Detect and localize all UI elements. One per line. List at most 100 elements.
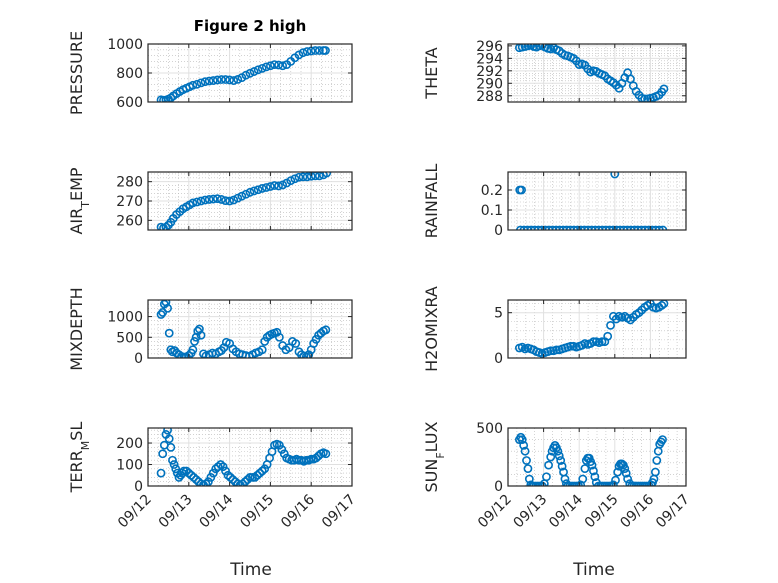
y-tick-label: 296 bbox=[476, 39, 503, 55]
data-point bbox=[534, 44, 544, 51]
data-point bbox=[532, 44, 541, 52]
data-point bbox=[322, 172, 332, 178]
data-point bbox=[546, 452, 556, 462]
y-tick-label: 270 bbox=[116, 194, 143, 210]
data-point bbox=[181, 466, 191, 476]
data-point bbox=[589, 466, 598, 476]
data-point bbox=[163, 428, 172, 435]
data-point bbox=[156, 310, 166, 319]
data-point bbox=[212, 75, 222, 85]
data-markers bbox=[156, 300, 331, 358]
y-axis-label-part: EMP bbox=[67, 167, 86, 201]
y-tick-label: 5 bbox=[494, 306, 503, 322]
data-point bbox=[208, 468, 218, 478]
data-point bbox=[546, 346, 556, 356]
y-tick-label: 0.2 bbox=[481, 183, 503, 199]
data-point bbox=[311, 453, 321, 463]
data-point bbox=[659, 84, 669, 94]
data-point bbox=[212, 194, 222, 204]
axes-box bbox=[507, 427, 687, 487]
data-point bbox=[228, 475, 238, 484]
data-point bbox=[191, 475, 201, 484]
axes-box bbox=[507, 299, 687, 359]
data-markers bbox=[514, 300, 669, 358]
data-point bbox=[245, 68, 255, 78]
data-point bbox=[265, 61, 275, 71]
y-axis-label: AIRTEMP bbox=[67, 167, 92, 234]
data-point bbox=[524, 474, 534, 484]
data-point bbox=[200, 195, 210, 205]
data-point bbox=[270, 181, 279, 190]
data-point bbox=[221, 75, 230, 84]
subplot-mixdepth: 0 500 1000 MIXDEPTH bbox=[67, 287, 353, 371]
data-point bbox=[216, 460, 226, 469]
data-point bbox=[650, 467, 660, 477]
subplot-pressure: 600 800 1000 PRESSURE bbox=[67, 31, 353, 115]
y-axis-label-subscript: F bbox=[434, 452, 447, 458]
y-tick-label: 800 bbox=[116, 66, 143, 82]
y-tick-label: 100 bbox=[116, 458, 143, 474]
data-point bbox=[196, 196, 206, 206]
data-point bbox=[261, 183, 271, 192]
data-point bbox=[261, 62, 271, 72]
data-point bbox=[233, 74, 243, 84]
data-point bbox=[253, 185, 263, 195]
data-point bbox=[620, 464, 630, 473]
data-point bbox=[294, 172, 304, 182]
y-tick-label: 200 bbox=[116, 436, 143, 452]
axes-box bbox=[147, 299, 353, 359]
subplot-h2omixra: 0 5 H2OMIXRA bbox=[422, 286, 687, 372]
data-point bbox=[225, 196, 234, 206]
y-tick-label: 0 bbox=[494, 479, 503, 495]
y-tick-label: 0.1 bbox=[481, 203, 503, 219]
data-point bbox=[221, 196, 230, 206]
data-point bbox=[321, 449, 331, 459]
data-point bbox=[302, 47, 312, 56]
data-point bbox=[321, 46, 330, 55]
data-point bbox=[301, 352, 311, 358]
data-point bbox=[229, 76, 239, 85]
data-point bbox=[221, 466, 230, 476]
data-point bbox=[196, 78, 206, 88]
data-point bbox=[168, 455, 177, 465]
y-tick-label: 290 bbox=[476, 76, 503, 92]
data-point bbox=[310, 46, 320, 55]
data-point bbox=[253, 65, 263, 75]
y-axis-label: SUNFLUX bbox=[422, 421, 447, 492]
data-point bbox=[589, 337, 598, 347]
data-point bbox=[321, 325, 331, 335]
data-point bbox=[611, 475, 620, 485]
y-tick-label: 0 bbox=[134, 351, 143, 367]
data-point bbox=[208, 194, 218, 204]
data-point bbox=[156, 468, 166, 478]
y-tick-label: 500 bbox=[476, 421, 503, 437]
data-point bbox=[291, 339, 301, 348]
y-tick-label: 288 bbox=[476, 89, 503, 105]
data-point bbox=[556, 456, 566, 465]
y-tick-label: 292 bbox=[476, 64, 503, 80]
x-axis-label-left: Time bbox=[229, 560, 272, 580]
data-point bbox=[164, 434, 174, 444]
data-point bbox=[241, 70, 251, 80]
y-axis-label-part: TERR bbox=[67, 450, 86, 493]
data-point bbox=[319, 172, 328, 180]
data-point bbox=[238, 479, 248, 486]
data-point bbox=[250, 473, 260, 482]
y-axis-label: THETA bbox=[422, 47, 441, 99]
y-tick-label: 294 bbox=[476, 51, 503, 67]
data-point bbox=[257, 345, 267, 355]
data-point bbox=[206, 473, 216, 482]
data-point bbox=[226, 473, 235, 482]
data-markers bbox=[156, 46, 330, 102]
data-point bbox=[523, 464, 533, 473]
data-point bbox=[223, 470, 233, 480]
y-axis-label: PRESSURE bbox=[67, 31, 86, 115]
data-point bbox=[544, 460, 553, 470]
data-point bbox=[517, 435, 527, 444]
data-point bbox=[277, 445, 287, 454]
data-point bbox=[186, 470, 196, 480]
data-point bbox=[204, 76, 214, 86]
data-point bbox=[249, 67, 259, 76]
data-point bbox=[597, 337, 607, 347]
y-axis-label: MIXDEPTH bbox=[67, 287, 86, 370]
